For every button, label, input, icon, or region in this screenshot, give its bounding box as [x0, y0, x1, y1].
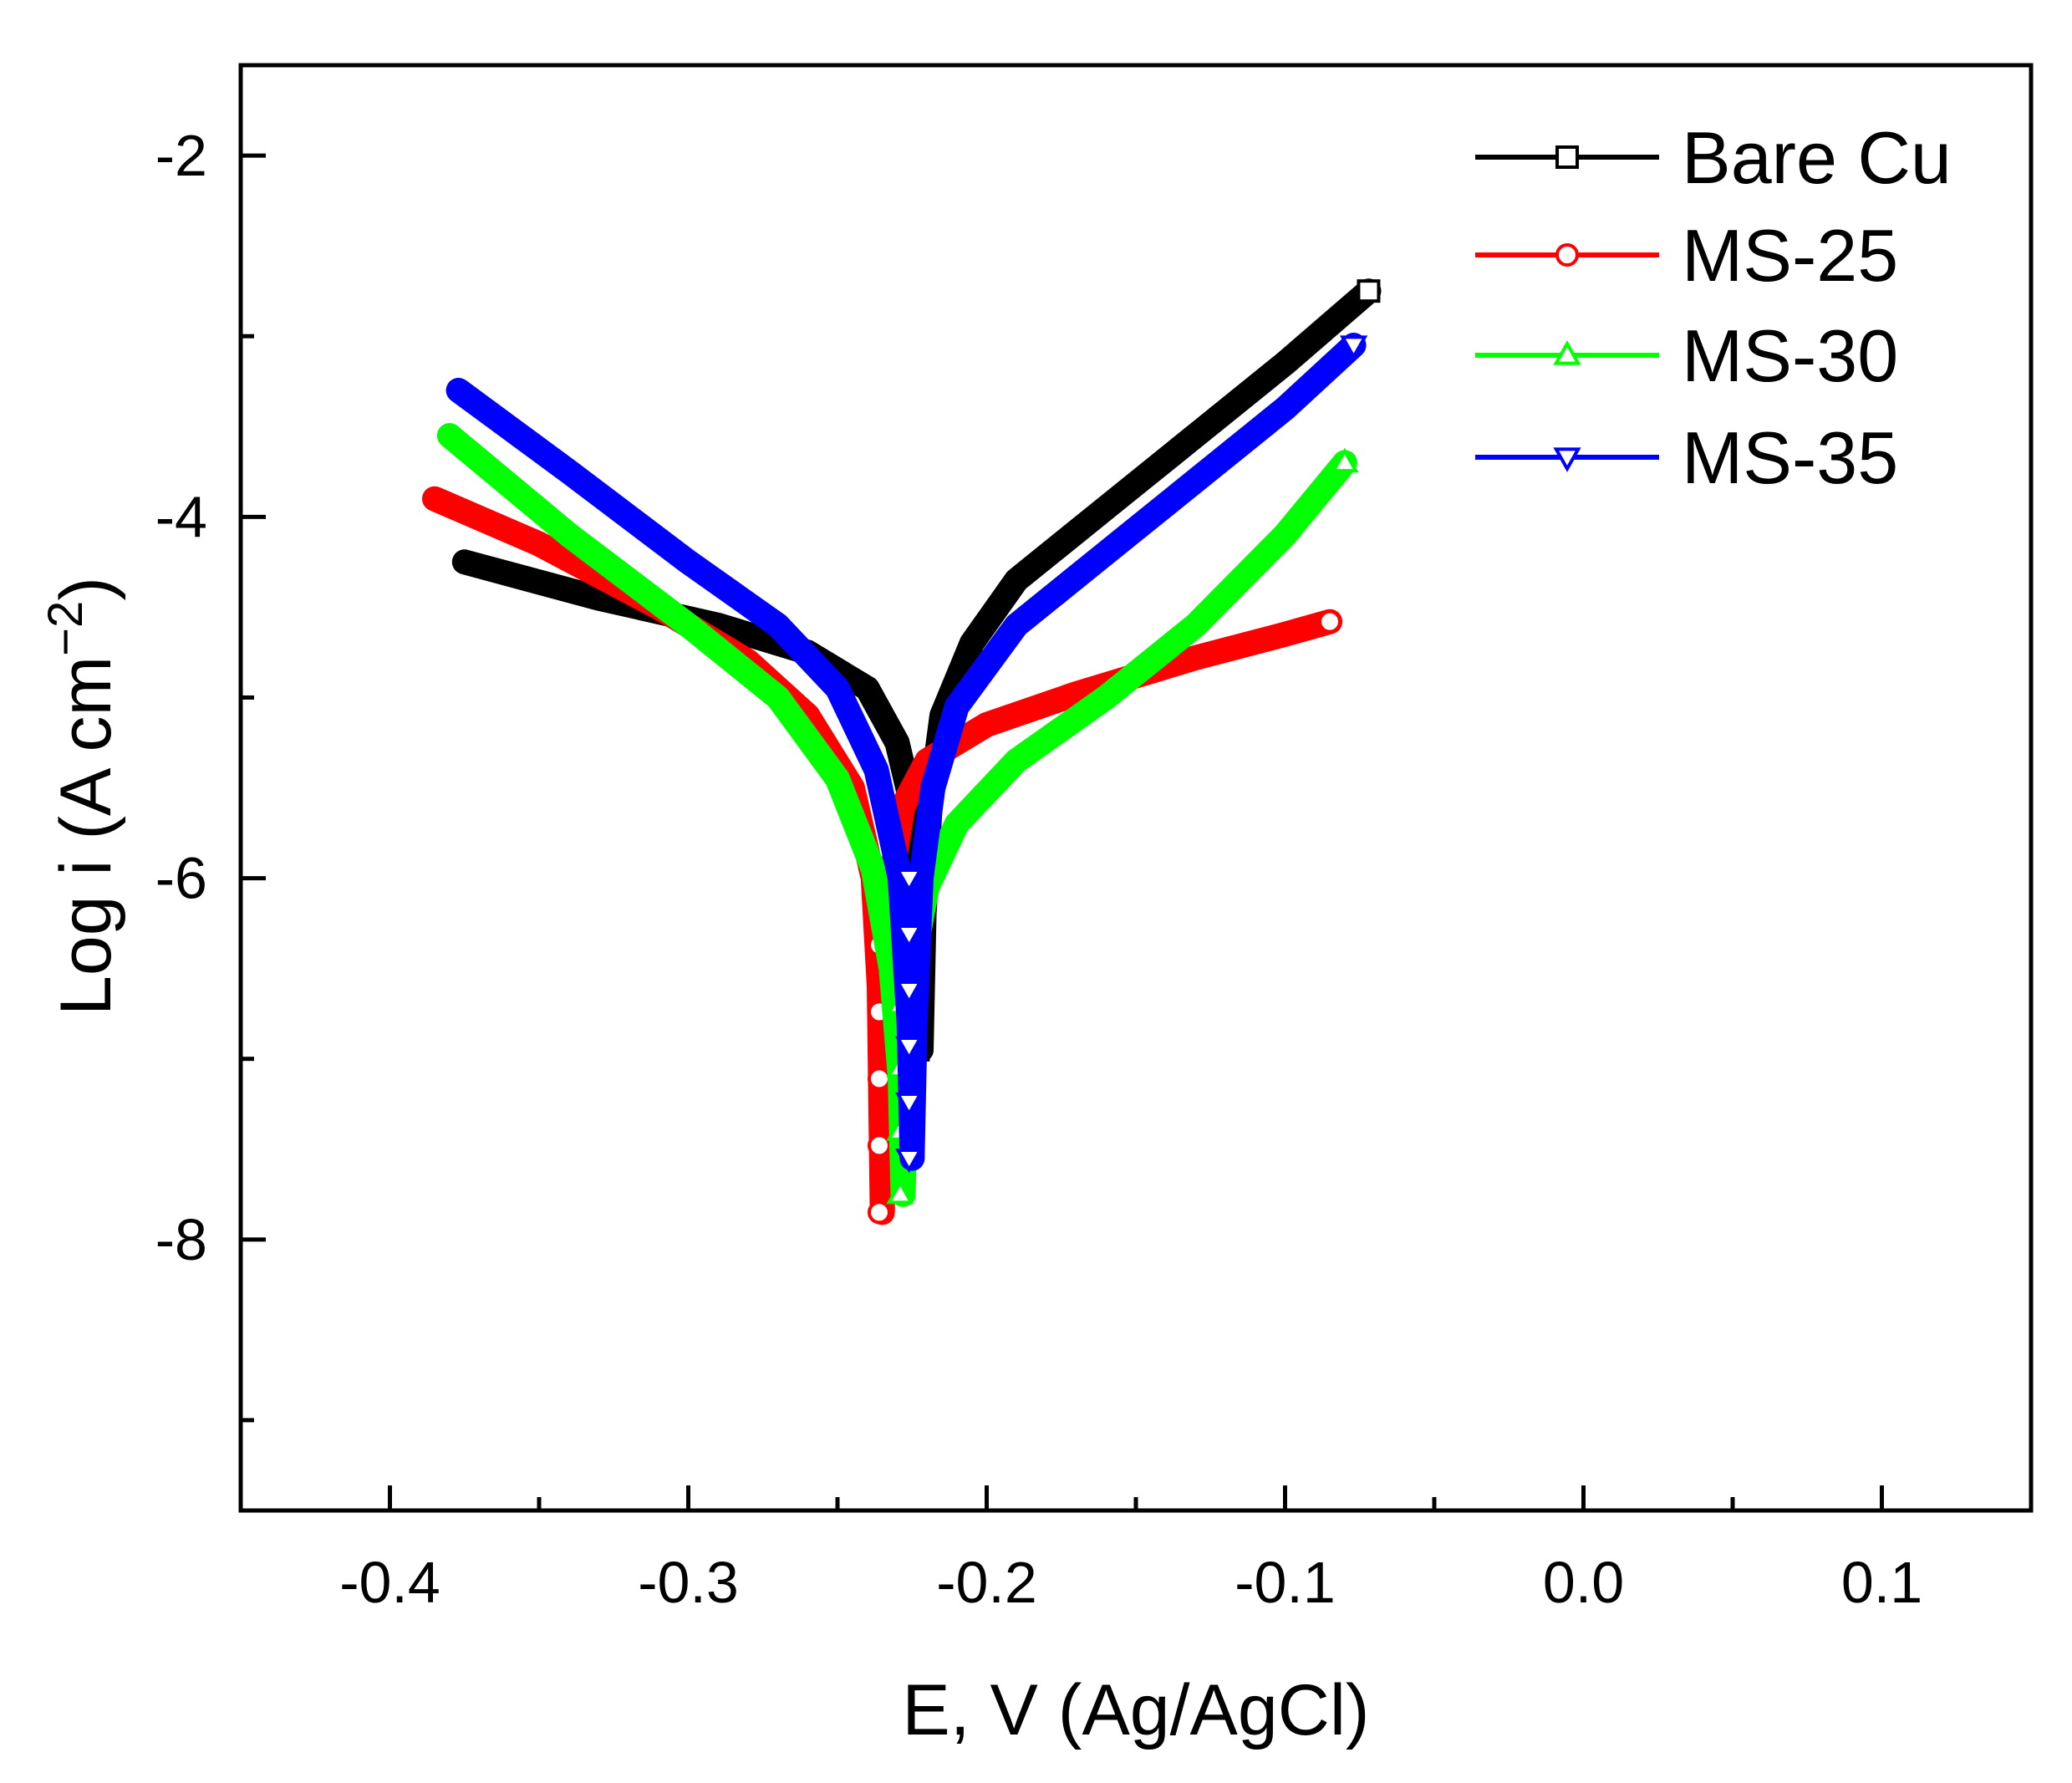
legend-marker: [1553, 340, 1581, 365]
legend-marker: [1555, 243, 1579, 267]
axes: -0.4 -0.3 -0.2 -0.1 0.0 0.1 -2 -4 -6 -8: [155, 123, 1922, 1615]
x-tick-label: -0.4: [339, 1550, 440, 1615]
x-axis-title: E, V (Ag/AgCl): [902, 1670, 1369, 1750]
legend-item-ms-35: MS-35: [1475, 416, 1898, 499]
series-end-marker: [1318, 609, 1342, 634]
y-tick-label: -8: [155, 1207, 207, 1272]
x-tick-label: 0.1: [1841, 1550, 1922, 1615]
series-marker: [895, 1148, 924, 1174]
series-marker: [895, 868, 924, 894]
series-marker: [895, 1036, 924, 1062]
y-axis-title-close: ): [46, 577, 126, 601]
legend: Bare Cu MS-25 MS-30 MS-35: [1475, 116, 1952, 499]
series-marker: [867, 1067, 891, 1091]
legend-marker: [1555, 145, 1579, 169]
series-ms-35: [445, 333, 1368, 1174]
series-end-marker: [1357, 279, 1381, 303]
y-tick-label: -2: [155, 123, 207, 188]
series-marker: [895, 980, 924, 1006]
series-marker: [886, 1179, 914, 1205]
series-end-marker: [1331, 447, 1359, 473]
y-axis-title-superscript: −2: [38, 601, 93, 656]
series-marker: [895, 1092, 924, 1118]
legend-item-ms-25: MS-25: [1475, 214, 1898, 297]
series-anodic-branch: [890, 450, 1357, 1207]
series-marker: [867, 1133, 891, 1158]
legend-marker: [1553, 447, 1581, 472]
series-marker: [867, 1200, 891, 1225]
legend-label: MS-30: [1682, 314, 1898, 397]
series-anodic-branch: [899, 333, 1367, 1171]
legend-label: MS-25: [1682, 214, 1898, 297]
series-layer: [422, 278, 1382, 1225]
y-tick-label: -4: [155, 484, 207, 549]
x-tick-label: 0.0: [1543, 1550, 1624, 1615]
y-axis-title: Log i (A cm−2): [38, 577, 126, 1016]
legend-item-ms-30: MS-30: [1475, 314, 1898, 397]
legend-label: Bare Cu: [1682, 116, 1952, 199]
x-tick-label: -0.3: [638, 1550, 739, 1615]
y-axis-title-main: Log i (A cm: [46, 656, 126, 1016]
y-tick-label: -6: [155, 846, 207, 911]
x-tick-label: -0.2: [936, 1550, 1037, 1615]
series-marker: [895, 924, 924, 950]
legend-item-bare-cu: Bare Cu: [1475, 116, 1952, 199]
legend-label: MS-35: [1682, 416, 1898, 499]
series-end-marker: [1339, 335, 1368, 360]
x-tick-label: -0.1: [1235, 1550, 1336, 1615]
